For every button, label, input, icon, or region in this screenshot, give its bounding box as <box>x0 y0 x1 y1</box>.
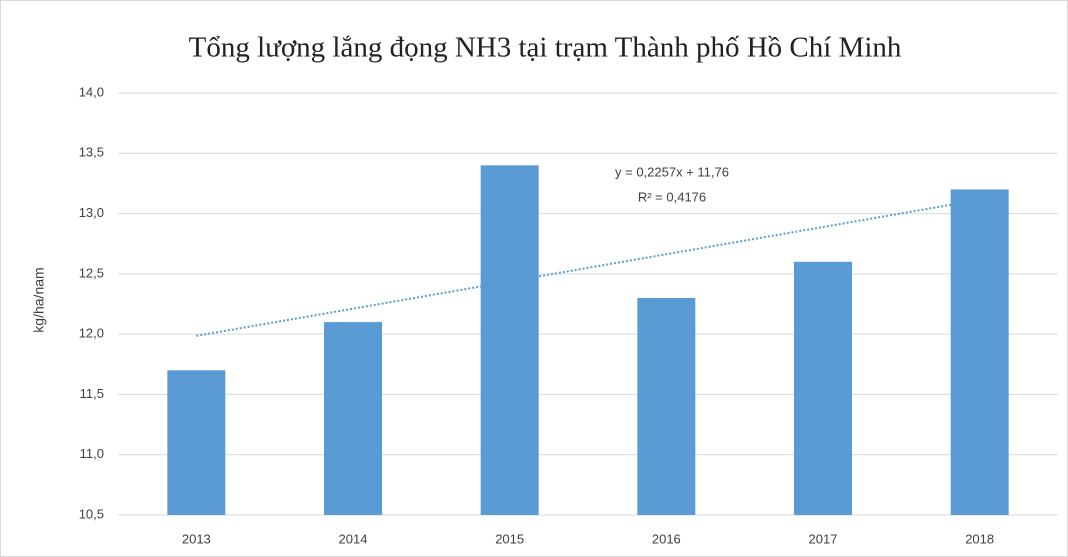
y-tick-label: 11,5 <box>80 386 104 401</box>
bar <box>637 297 696 515</box>
bar <box>794 261 852 515</box>
bar <box>324 322 382 515</box>
y-tick-label: 14,0 <box>79 84 104 99</box>
x-tick-label: 2017 <box>809 531 838 546</box>
x-tick-label: 2014 <box>339 531 368 546</box>
chart-title: Tổng lượng lắng đọng NH3 tại trạm Thành … <box>189 32 902 64</box>
y-tick-label: 13,0 <box>79 205 104 220</box>
x-tick-label: 2013 <box>182 531 211 546</box>
bar <box>480 165 539 516</box>
x-tick-label: 2018 <box>965 531 994 546</box>
bar <box>950 189 1009 515</box>
y-axis-label: kg/ha/nam <box>31 267 47 332</box>
x-tick-label: 2016 <box>652 531 681 546</box>
trendline-equation: y = 0,2257x + 11,76 <box>615 164 729 179</box>
bar <box>167 370 226 515</box>
y-tick-label: 11,0 <box>80 446 104 461</box>
y-tick-label: 10,5 <box>79 506 104 521</box>
x-tick-label: 2015 <box>495 531 524 546</box>
trendline <box>196 198 980 337</box>
trendline-r-squared: R² = 0,4176 <box>638 189 706 204</box>
y-tick-label: 13,5 <box>79 145 104 160</box>
y-tick-label: 12,5 <box>79 265 104 280</box>
y-tick-label: 12,0 <box>79 326 104 341</box>
